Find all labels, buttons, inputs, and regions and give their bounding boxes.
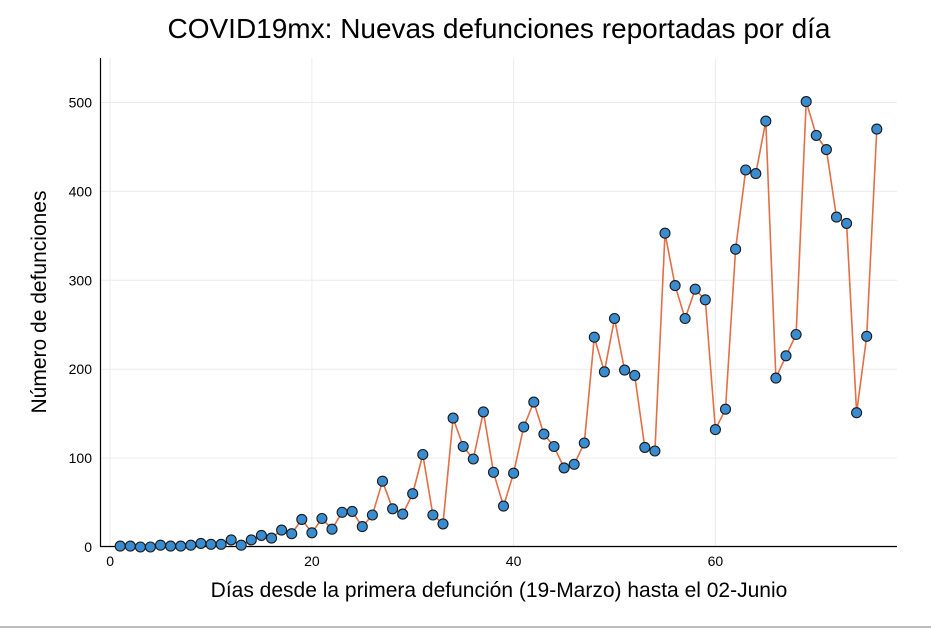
data-point xyxy=(800,96,812,108)
data-point xyxy=(578,437,590,449)
data-point xyxy=(467,453,479,465)
data-point xyxy=(608,312,621,325)
series-line xyxy=(120,101,878,548)
chart-title: COVID19mx: Nuevas defunciones reportadas… xyxy=(167,13,830,44)
data-point xyxy=(144,541,156,553)
data-point xyxy=(508,467,520,479)
data-point xyxy=(871,123,883,135)
data-point xyxy=(740,164,752,176)
data-point xyxy=(760,115,772,127)
data-point xyxy=(679,312,691,325)
data-point xyxy=(417,448,429,461)
y-tick-label: 200 xyxy=(69,361,93,377)
y-tick-label: 500 xyxy=(69,95,93,111)
data-point xyxy=(477,406,489,418)
data-point xyxy=(598,366,610,378)
data-point xyxy=(730,243,742,255)
data-point xyxy=(286,528,298,540)
data-point xyxy=(387,503,399,515)
data-point xyxy=(114,540,126,552)
data-point xyxy=(326,523,338,535)
data-point xyxy=(366,509,378,521)
data-point xyxy=(124,540,136,552)
data-point xyxy=(165,540,177,552)
data-point xyxy=(447,412,459,424)
data-point xyxy=(225,534,237,546)
x-tick-label: 20 xyxy=(304,553,320,569)
data-point xyxy=(316,512,328,525)
data-point xyxy=(296,513,308,525)
data-point xyxy=(851,407,863,419)
data-point xyxy=(538,428,550,440)
data-point xyxy=(639,441,651,453)
data-point xyxy=(205,538,217,550)
data-point xyxy=(830,211,843,223)
data-point xyxy=(437,518,449,530)
data-point xyxy=(306,527,318,539)
y-tick-label: 100 xyxy=(69,450,93,466)
data-point xyxy=(770,372,782,384)
data-point xyxy=(336,506,348,518)
data-point xyxy=(548,440,560,453)
y-tick-label: 300 xyxy=(69,272,93,288)
data-point xyxy=(487,466,500,478)
data-point xyxy=(235,539,247,551)
data-point xyxy=(558,462,570,474)
data-point xyxy=(709,424,721,436)
data-point xyxy=(175,540,187,552)
data-point xyxy=(619,364,631,376)
data-point xyxy=(790,328,802,341)
data-point xyxy=(195,537,207,549)
data-point xyxy=(699,294,711,306)
data-point xyxy=(750,168,762,180)
data-point xyxy=(134,541,146,553)
data-point xyxy=(497,500,510,512)
data-point xyxy=(780,350,792,362)
data-point xyxy=(669,280,681,292)
data-point xyxy=(356,521,368,533)
data-point xyxy=(841,217,853,229)
axes xyxy=(99,58,897,548)
x-tick-label: 40 xyxy=(506,553,522,569)
data-point xyxy=(397,508,409,520)
data-point xyxy=(568,458,580,470)
x-axis-label: Días desde la primera defunción (19-Marz… xyxy=(211,579,788,602)
data-point xyxy=(588,331,600,343)
data-point xyxy=(154,539,167,551)
y-tick-label: 0 xyxy=(84,539,92,555)
data-point xyxy=(810,129,822,141)
data-point xyxy=(457,440,469,453)
data-point xyxy=(659,227,671,239)
data-point xyxy=(215,538,227,550)
x-tick-labels: 0 20 40 60 xyxy=(106,553,723,569)
data-point xyxy=(376,475,389,487)
data-point xyxy=(255,529,267,541)
data-point xyxy=(820,144,832,156)
y-axis-label: Número de defunciones xyxy=(28,191,51,414)
x-tick-label: 60 xyxy=(708,553,724,569)
data-point xyxy=(185,539,197,551)
data-point xyxy=(265,532,278,544)
data-point xyxy=(649,445,661,457)
y-tick-labels: 0 100 200 300 400 500 xyxy=(69,95,93,556)
data-point xyxy=(518,421,530,433)
data-points xyxy=(114,96,883,553)
data-point xyxy=(528,396,540,408)
data-point xyxy=(629,369,641,381)
data-point xyxy=(427,509,439,521)
data-point xyxy=(407,488,419,500)
data-point xyxy=(689,283,701,295)
x-tick-label: 0 xyxy=(106,553,114,569)
y-tick-label: 400 xyxy=(69,183,93,199)
data-point xyxy=(861,330,873,342)
data-point xyxy=(719,403,732,415)
window-bottom-border xyxy=(0,626,931,628)
data-point xyxy=(245,534,257,546)
data-point xyxy=(276,524,288,536)
data-point xyxy=(346,505,358,517)
